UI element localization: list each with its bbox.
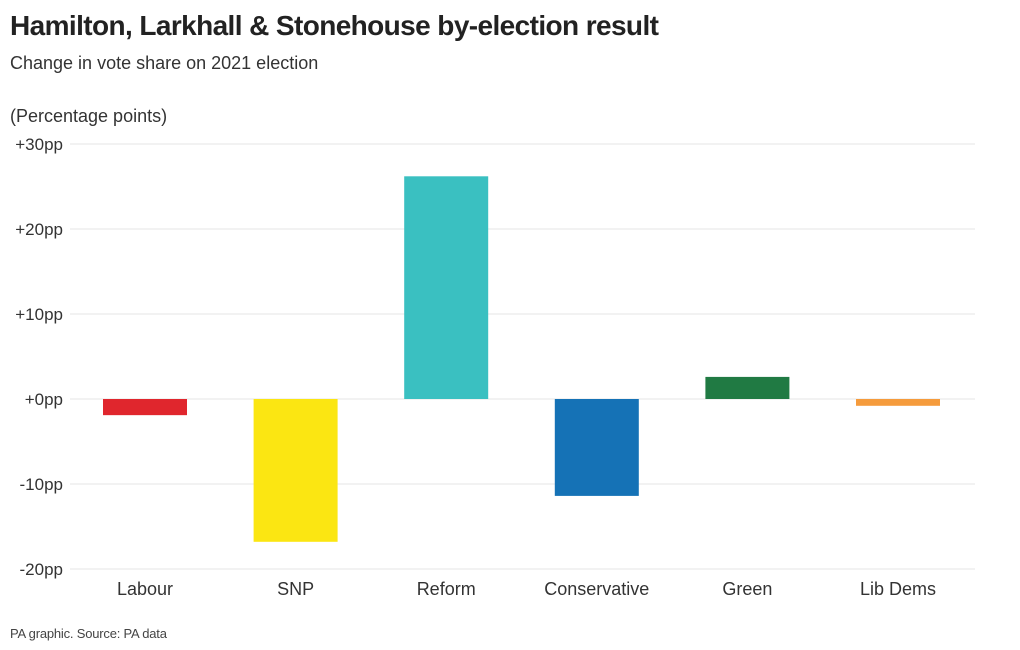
y-axis-unit-label: (Percentage points) [10,106,168,126]
chart-subtitle: Change in vote share on 2021 election [10,53,319,73]
bar-snp [253,399,338,542]
category-label: SNP [277,579,314,599]
category-label: Labour [117,579,173,599]
chart-title: Hamilton, Larkhall & Stonehouse by-elect… [10,10,659,41]
y-tick-labels: +30pp +20pp +10pp +0pp -10pp -20pp [15,135,63,579]
y-tick-label: -10pp [20,475,63,494]
y-tick-label: +10pp [15,305,63,324]
bar-labour [103,399,187,416]
bar-green [705,376,790,399]
y-tick-label: -20pp [20,560,63,579]
source-footer: PA graphic. Source: PA data [10,626,167,641]
bar-lib-dems [856,399,940,406]
gridlines [70,143,975,570]
bar-conservative [554,399,639,496]
y-tick-label: +30pp [15,135,63,154]
category-label: Green [722,579,772,599]
bars [103,176,940,542]
y-tick-label: +20pp [15,220,63,239]
category-labels: Labour SNP Reform Conservative Green Lib Dems [117,579,936,599]
y-tick-label: +0pp [25,390,63,409]
category-label: Conservative [544,579,649,599]
category-label: Reform [417,579,476,599]
category-label: Lib Dems [860,579,936,599]
bar-reform [404,176,489,399]
